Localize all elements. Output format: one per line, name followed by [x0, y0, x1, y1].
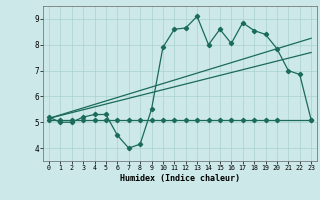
X-axis label: Humidex (Indice chaleur): Humidex (Indice chaleur) [120, 174, 240, 183]
